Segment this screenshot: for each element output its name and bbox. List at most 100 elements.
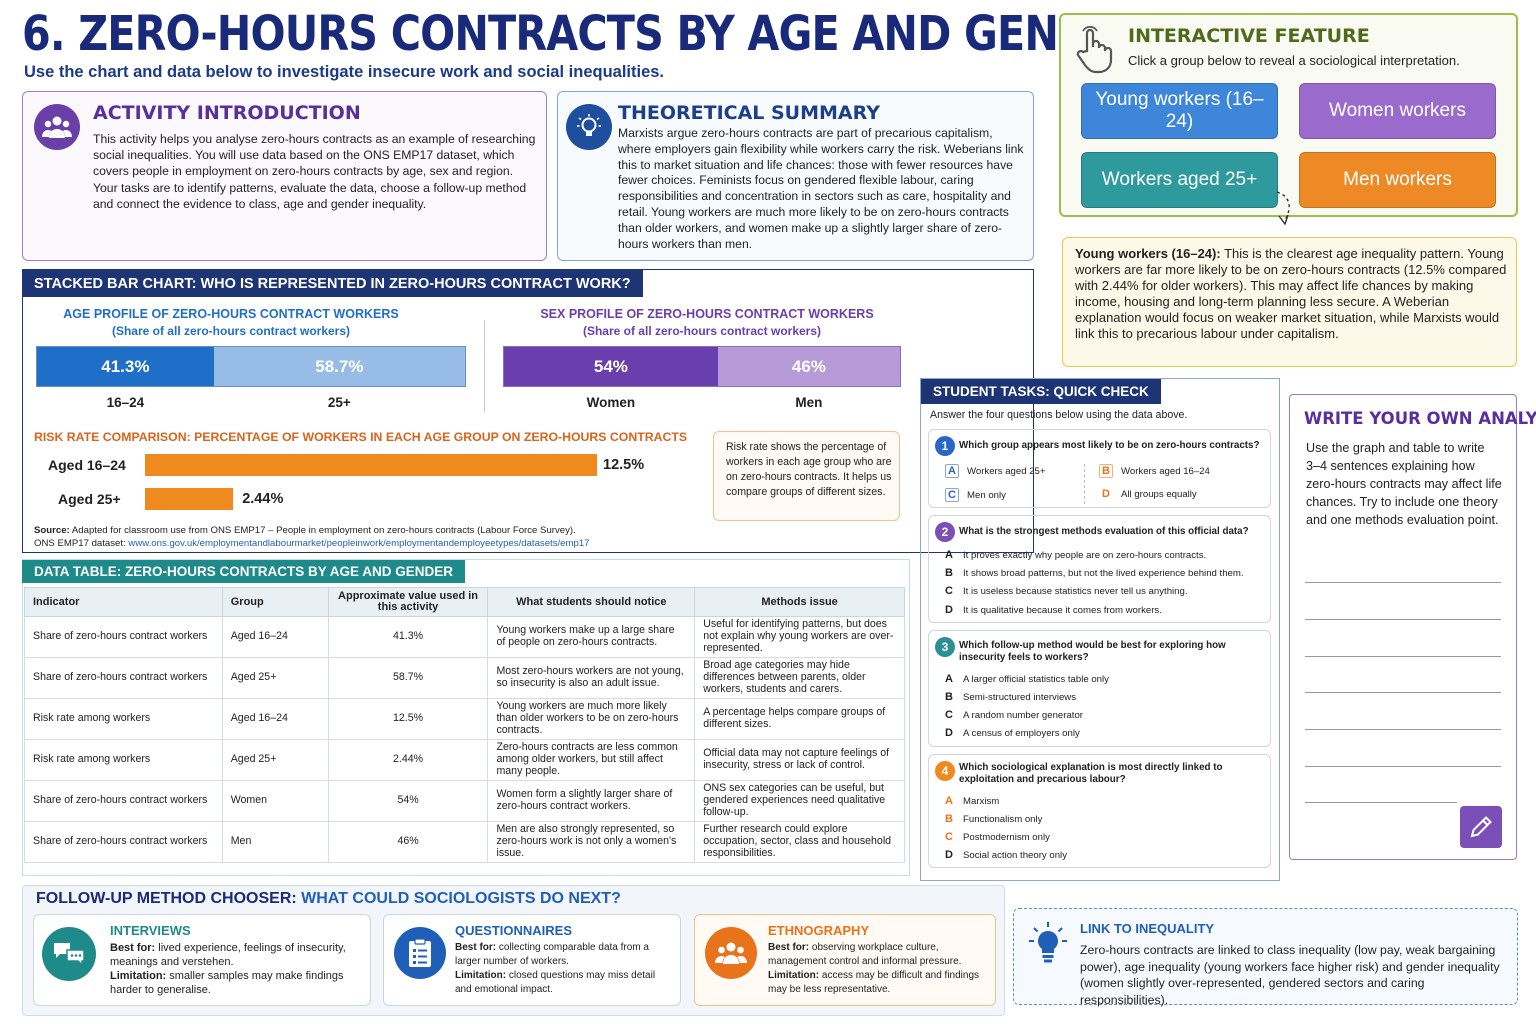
link-panel: LINK TO INEQUALITY Zero-hours contracts … [1013,908,1518,1007]
interviews-card[interactable]: INTERVIEWS Best for: lived experience, f… [33,914,371,1006]
women-workers-button[interactable]: Women workers [1299,83,1496,139]
tasks-heading: STUDENT TASKS: QUICK CHECK [921,379,1161,404]
writing-line[interactable] [1305,802,1457,803]
option-letter: D [945,849,953,861]
age-stacked-bar [36,346,466,387]
age-chart-title: AGE PROFILE OF ZERO-HOURS CONTRACT WORKE… [63,307,399,321]
indicator-cell: Risk rate among workers [24,739,223,781]
age-bar-25-plus-label: 58.7% [315,356,364,376]
option-letter: A [945,464,959,478]
option-text: A larger official statistics table only [963,673,1109,685]
table-row: Share of zero-hours contract workers Wome… [24,780,905,822]
sex-bar-women: 54% [504,347,718,386]
option-text: Semi-structured interviews [963,691,1077,703]
age-category-25-plus: 25+ [327,395,351,410]
option-text: Workers aged 16–24 [1121,465,1210,477]
intro-panel: ACTIVITY INTRODUCTION This activity help… [22,91,547,261]
option-letter: D [945,604,953,616]
age-bar-16-24: 41.3% [37,347,214,386]
followup-heading: FOLLOW-UP METHOD CHOOSER: WHAT COULD SOC… [36,890,621,908]
indicator-cell: Share of zero-hours contract workers [24,657,223,699]
source-link[interactable]: www.ons.gov.uk/employmentandlabourmarket… [128,537,590,549]
ethnography-card[interactable]: ETHNOGRAPHY Best for: observing workplac… [694,914,996,1006]
indicator-cell: Share of zero-hours contract workers [24,616,223,658]
table-heading: DATA TABLE: ZERO-HOURS CONTRACTS BY AGE … [22,560,465,583]
option-text: Functionalism only [963,813,1043,825]
reveal-panel: Young workers (16–24): This is the clear… [1062,237,1517,367]
workers-25-plus-button[interactable]: Workers aged 25+ [1081,152,1278,208]
value-cell: 12.5% [327,698,489,740]
option-text: It is qualitative because it comes from … [963,604,1162,616]
write-body: Use the graph and table to write 3–4 sen… [1306,441,1502,527]
followup-heading-b: WHAT COULD SOCIOLOGISTS DO NEXT? [296,890,621,907]
notice-cell: Women form a slightly larger share of ze… [487,780,696,822]
q1-option-c[interactable]: C Men only [945,488,1006,502]
reveal-arrow-icon [1276,191,1290,226]
question-4-text: Which sociological explanation is most d… [959,762,1223,785]
reveal-text: Young workers (16–24): This is the clear… [1075,246,1507,342]
edit-button[interactable] [1460,806,1502,848]
q2-option-a[interactable]: A It proves exactly why people are on zer… [943,549,1206,561]
notice-cell: Young workers are much more likely than … [487,698,696,740]
q3-option-b[interactable]: B Semi-structured interviews [943,691,1076,703]
q1-option-d[interactable]: D All groups equally [1099,488,1197,500]
question-3-text: Which follow-up method would be best for… [959,640,1226,663]
option-letter: C [945,709,953,721]
q3-option-d[interactable]: D A census of employers only [943,727,1080,739]
sex-bar-men: 46% [717,347,900,386]
reveal-body: This is the clearest age inequality patt… [1075,246,1507,341]
option-text: It proves exactly why people are on zero… [963,549,1207,561]
table-row: Share of zero-hours contract workers Aged… [24,657,905,699]
writing-line[interactable] [1305,656,1501,657]
men-workers-button[interactable]: Men workers [1299,152,1496,208]
page-title: 6. ZERO-HOURS CONTRACTS BY AGE AND GENDE… [22,6,1151,62]
option-text: All groups equally [1121,488,1197,500]
questionnaires-card[interactable]: QUESTIONNAIRES Best for: collecting comp… [383,914,681,1006]
lightbulb-icon [566,104,612,150]
question-2: 2 What is the strongest methods evaluati… [928,515,1271,623]
link-heading: LINK TO INEQUALITY [1080,921,1215,936]
q1-option-b[interactable]: B Workers aged 16–24 [1099,464,1210,478]
option-text: A random number generator [963,709,1083,721]
writing-line[interactable] [1305,692,1501,693]
option-text: Workers aged 25+ [967,465,1046,477]
q2-option-d[interactable]: D It is qualitative because it comes from… [943,604,1162,616]
q3-option-c[interactable]: C A random number generator [943,709,1083,721]
col-group: Group [221,587,329,617]
risk-note: Risk rate shows the percentage of worker… [713,431,900,521]
q4-option-a[interactable]: A Marxism [943,795,999,807]
option-text: Marxism [963,795,1000,807]
question-3-number: 3 [935,637,955,657]
q4-option-b[interactable]: B Functionalism only [943,813,1042,825]
q2-option-c[interactable]: C It is useless because statistics never … [943,585,1187,597]
writing-line[interactable] [1305,582,1501,583]
theory-body: Marxists argue zero-hours contracts are … [618,126,1024,251]
value-cell: 58.7% [327,657,489,699]
writing-line[interactable] [1305,619,1501,620]
writing-line[interactable] [1305,766,1501,767]
sex-category-men: Men [795,395,823,410]
young-workers-button[interactable]: Young workers (16–24) [1081,83,1278,139]
option-letter: B [945,813,953,825]
risk-bar-16-24 [145,454,597,476]
col-notice: What students should notice [487,587,696,617]
q4-option-d[interactable]: D Social action theory only [943,849,1067,861]
methods-cell: A percentage helps compare groups of dif… [694,698,905,740]
methods-cell: Further research could explore occupatio… [694,821,905,863]
q3-option-a[interactable]: A A larger official statistics table only [943,673,1109,685]
intro-body: This activity helps you analyse zero-hou… [93,132,536,211]
writing-line[interactable] [1305,729,1501,730]
group-cell: Aged 16–24 [221,616,329,658]
sex-chart-subtitle: (Share of all zero-hours contract worker… [582,324,822,338]
q4-option-c[interactable]: C Postmodernism only [943,831,1050,843]
question-1: 1 Which group appears most likely to be … [928,429,1271,508]
group-icon [34,104,80,150]
methods-cell: Broad age categories may hide difference… [694,657,905,699]
theory-heading: THEORETICAL SUMMARY [618,102,880,124]
group-cell: Aged 25+ [221,739,329,781]
q1-option-a[interactable]: A Workers aged 25+ [945,464,1045,478]
option-text: A census of employers only [963,727,1080,739]
q2-option-b[interactable]: B It shows broad patterns, but not the li… [943,567,1244,579]
questionnaires-title: QUESTIONNAIRES [455,923,573,938]
notice-cell: Most zero-hours workers are not young, s… [487,657,696,699]
